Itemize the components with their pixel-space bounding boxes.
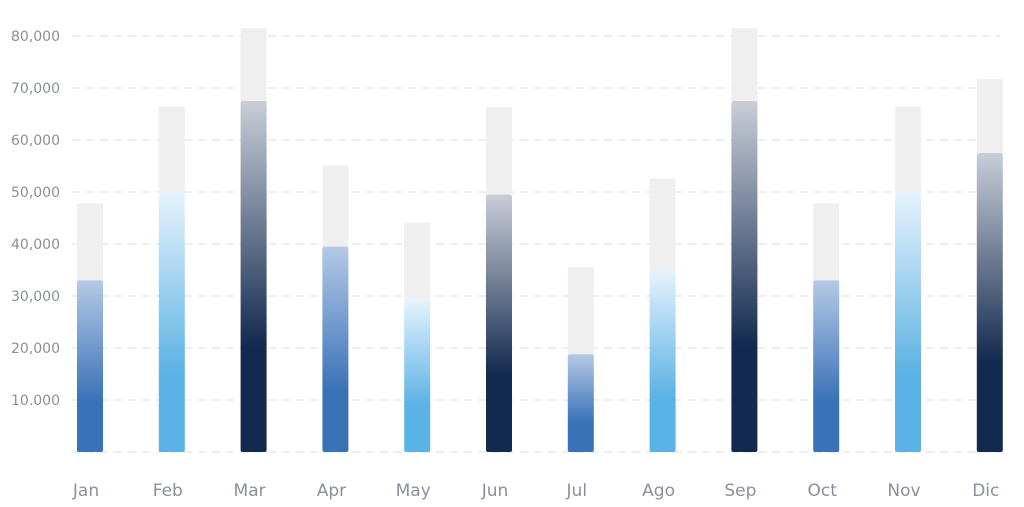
y-tick-label: 20,000 xyxy=(11,341,60,357)
bar xyxy=(158,192,185,452)
bar xyxy=(976,153,1003,452)
bar-cap xyxy=(322,165,349,247)
bar-group xyxy=(158,106,185,452)
y-tick-label: 10.000 xyxy=(11,393,60,409)
bar xyxy=(649,270,676,452)
x-tick-label: Apr xyxy=(317,481,346,501)
bar-cap xyxy=(567,267,594,355)
bar-group xyxy=(649,178,676,452)
bar xyxy=(77,280,103,452)
x-tick-label: Jun xyxy=(481,481,509,501)
y-tick-label: 60,000 xyxy=(11,133,60,149)
bar-group xyxy=(322,165,349,452)
x-tick-label: Mar xyxy=(234,481,266,501)
bar-group xyxy=(731,28,758,452)
y-axis-ticks: 10.000 20,000 30,000 40,000 50,000 60,000 70,0… xyxy=(11,29,60,409)
x-tick-label: Sep xyxy=(724,481,756,501)
x-tick-label: Ago xyxy=(642,481,675,501)
bar-group xyxy=(240,28,267,452)
bar-group xyxy=(404,222,431,452)
bar-group xyxy=(895,106,921,452)
bar xyxy=(731,101,758,452)
x-tick-label: Dic xyxy=(972,481,999,501)
bar-cap xyxy=(486,107,512,195)
bar-cap xyxy=(731,28,758,102)
bar-group xyxy=(813,203,840,452)
bar xyxy=(813,280,840,452)
bar xyxy=(486,194,512,452)
x-tick-label: Jul xyxy=(566,481,588,501)
x-tick-label: Oct xyxy=(807,481,837,501)
x-tick-label: Feb xyxy=(153,481,183,501)
y-tick-label: 80,000 xyxy=(11,29,60,45)
x-tick-label: Nov xyxy=(887,481,920,501)
x-axis-ticks: Jan Feb Mar Apr May Jun Jul Ago Sep Oct Nov Dic xyxy=(72,481,999,501)
gridlines xyxy=(72,35,1000,453)
bar xyxy=(240,101,267,452)
bar-group xyxy=(77,203,103,452)
bar-cap xyxy=(404,222,431,299)
bar-cap xyxy=(158,106,185,192)
bar-cap xyxy=(77,203,103,281)
bar-cap xyxy=(649,178,676,270)
bars xyxy=(77,28,1003,452)
bar-group xyxy=(486,107,512,452)
bar-group xyxy=(976,79,1003,452)
y-tick-label: 70,000 xyxy=(11,81,60,97)
bar-group xyxy=(567,267,594,452)
y-tick-label: 50,000 xyxy=(11,185,60,201)
bar xyxy=(404,298,431,452)
bar-cap xyxy=(240,28,267,102)
bar-cap xyxy=(813,203,840,281)
bar xyxy=(322,246,349,452)
bar-cap xyxy=(976,79,1003,153)
bar-cap xyxy=(895,106,921,192)
x-tick-label: May xyxy=(396,481,431,501)
bar xyxy=(567,354,594,452)
bar xyxy=(895,192,921,452)
y-tick-label: 40,000 xyxy=(11,237,60,253)
y-tick-label: 30,000 xyxy=(11,289,60,305)
x-tick-label: Jan xyxy=(72,481,99,501)
